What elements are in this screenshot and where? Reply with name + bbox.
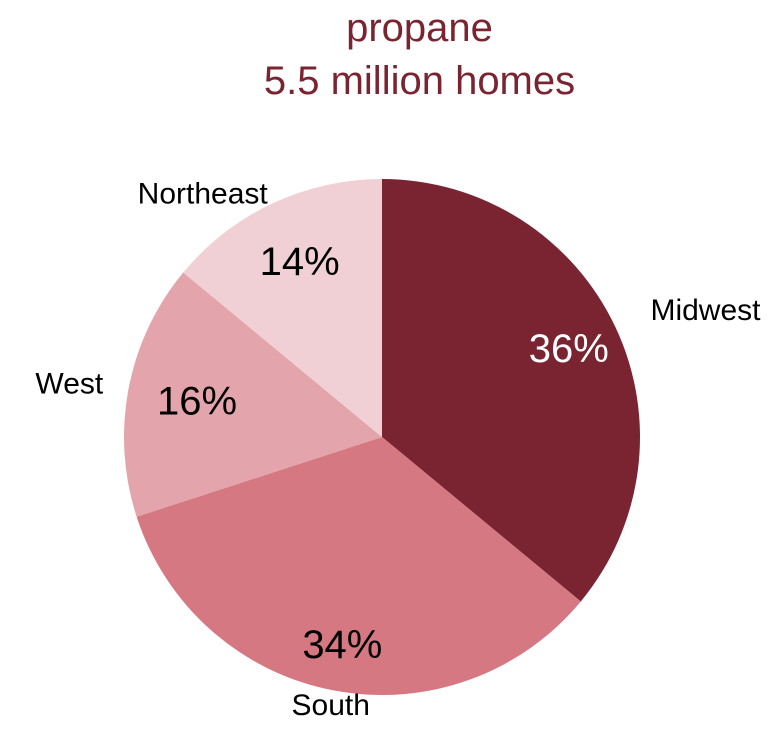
pie-value-label-northeast: 14% [260,240,340,284]
pie-slice-south [136,437,581,695]
pie-value-label-midwest: 36% [529,327,609,371]
pie-slices [123,179,640,695]
chart-title-line-2: 5.5 million homes [263,59,576,103]
pie-slice-midwest [382,179,640,602]
pie-value-label-west: 16% [157,380,237,424]
pie-category-label-west: West [35,367,103,400]
pie-category-label-northeast: Northeast [138,178,269,211]
pie-category-label-midwest: Midwest [650,294,761,327]
pie-value-label-south: 34% [302,623,382,667]
pie-category-label-south: South [292,689,370,722]
pie-slice-northeast [183,179,382,437]
chart-title-line-1: propane [346,6,493,50]
pie-slice-west [123,272,383,517]
pie-labels: 36% Midwest 34% South 16% West 14% Northeast [35,178,761,722]
